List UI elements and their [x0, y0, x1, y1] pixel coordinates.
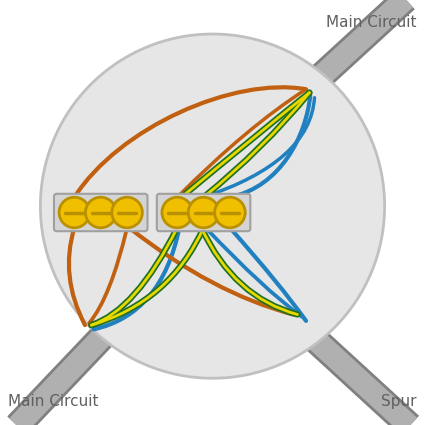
Text: Main Circuit: Main Circuit	[326, 15, 416, 30]
Circle shape	[215, 197, 245, 228]
Text: Main Circuit: Main Circuit	[8, 394, 99, 409]
FancyBboxPatch shape	[157, 194, 250, 231]
Circle shape	[112, 197, 142, 228]
Circle shape	[85, 197, 116, 228]
Circle shape	[59, 197, 90, 228]
FancyBboxPatch shape	[54, 194, 147, 231]
Circle shape	[188, 197, 219, 228]
Text: Spur: Spur	[381, 394, 416, 409]
Circle shape	[40, 34, 385, 378]
Circle shape	[162, 197, 193, 228]
